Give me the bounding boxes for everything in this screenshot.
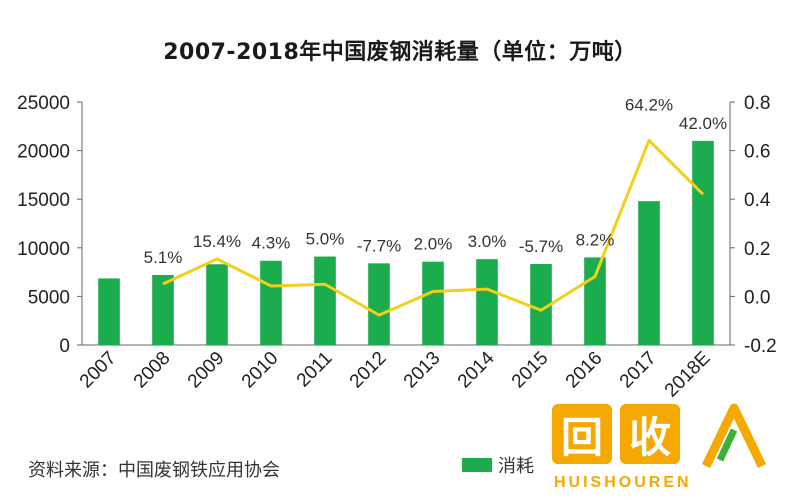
growth-rate-line (162, 138, 705, 317)
right-axis-tick-label: -0.2 (744, 336, 777, 357)
data-label: 64.2% (625, 95, 673, 114)
data-label: 2.0% (414, 235, 453, 254)
x-axis-tick-label: 2010 (238, 348, 283, 393)
data-label: -5.7% (519, 237, 563, 256)
left-axis-tick-label: 25000 (17, 93, 70, 114)
watermark-char-1: 回 (552, 404, 612, 464)
legend-bar-swatch (462, 458, 492, 472)
watermark-char-2: 收 (620, 404, 680, 464)
right-axis-tick-label: 0.4 (744, 190, 771, 211)
data-label: 42.0% (679, 114, 727, 133)
x-axis-tick-label: 2007 (76, 348, 121, 393)
chart-svg: 0 5000 10000 15000 20000 25000 -0.2 0.0 0.2 0.4 0.… (17, 93, 777, 402)
watermark-logo: 回 收 HUISHOUREN (542, 396, 782, 496)
legend-bar-label: 消耗 (498, 456, 534, 477)
bar (530, 264, 552, 345)
x-axis-tick-label: 2009 (184, 348, 229, 393)
data-label: 5.1% (144, 248, 183, 267)
bar (476, 259, 498, 345)
bar (422, 261, 444, 345)
data-label: 15.4% (193, 232, 241, 251)
x-axis-tick-label: 2012 (346, 348, 391, 393)
chart-title: 2007-2018年中国废钢消耗量（单位：万吨） (163, 40, 637, 65)
watermark-text: HUISHOUREN (554, 474, 692, 491)
right-axis-tick-label: 0.2 (744, 239, 770, 260)
bar (638, 201, 660, 345)
data-label: 3.0% (468, 232, 507, 251)
bar (206, 264, 228, 345)
watermark-person-icon (701, 403, 767, 468)
bar (368, 263, 390, 345)
right-axis-tick-label: 0.8 (744, 93, 770, 114)
bar (98, 278, 120, 345)
bar (152, 275, 174, 345)
x-axis-tick-label: 2014 (454, 347, 499, 392)
data-label: 8.2% (576, 230, 615, 249)
right-axis-tick-label: 0.0 (744, 287, 770, 308)
source-note: 资料来源：中国废钢铁应用协会 (28, 460, 280, 481)
legend: 消耗 (462, 452, 534, 478)
bar (692, 140, 714, 345)
bar (314, 256, 336, 345)
bar (260, 260, 282, 345)
x-axis-tick-label: 2018E (661, 348, 715, 402)
left-axis-tick-label: 10000 (17, 239, 70, 260)
left-axis-tick-label: 20000 (17, 142, 70, 163)
data-label: 5.0% (306, 230, 345, 249)
bar (584, 257, 606, 345)
x-axis-tick-label: 2013 (400, 348, 445, 393)
left-axis-tick-label: 5000 (28, 287, 70, 308)
x-axis-tick-label: 2015 (508, 348, 553, 393)
x-axis-tick-label: 2017 (616, 348, 661, 393)
x-axis-tick-label: 2011 (293, 348, 337, 392)
data-label: 4.3% (252, 234, 291, 253)
right-axis-tick-label: 0.6 (744, 142, 770, 163)
left-axis-tick-label: 0 (59, 336, 70, 357)
data-label: -7.7% (357, 236, 401, 255)
x-axis-tick-label: 2016 (562, 348, 607, 393)
x-axis-tick-label: 2008 (130, 348, 175, 393)
left-axis-tick-label: 15000 (17, 190, 70, 211)
